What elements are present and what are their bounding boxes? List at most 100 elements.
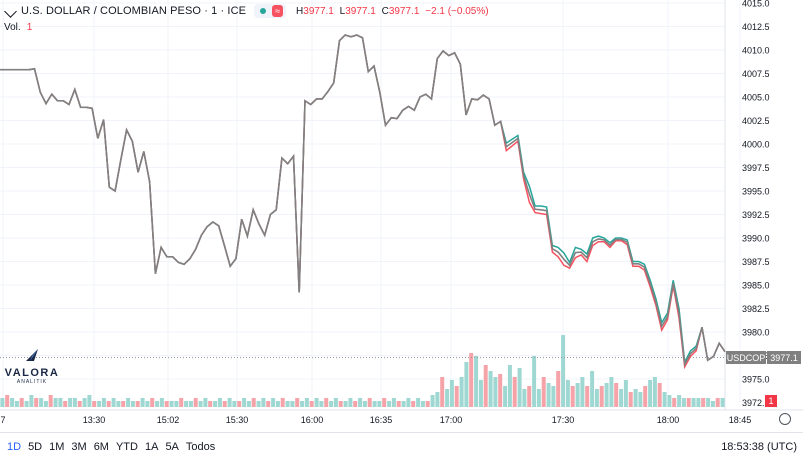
timeframe-6m[interactable]: 6M xyxy=(93,441,109,453)
volume-bars xyxy=(0,335,725,407)
timeframe-3m[interactable]: 3M xyxy=(71,441,87,453)
timeframe-ytd[interactable]: YTD xyxy=(115,441,138,453)
volume-bar xyxy=(362,401,367,407)
volume-bar xyxy=(715,398,720,407)
volume-bar xyxy=(483,365,488,407)
volume-bar xyxy=(169,401,174,407)
volume-bar xyxy=(478,380,483,407)
price-lines xyxy=(0,34,726,370)
timeframe-1d[interactable]: 1D xyxy=(7,441,22,453)
volume-bar xyxy=(343,401,348,407)
volume-bar xyxy=(261,398,266,407)
volume-bar xyxy=(232,401,237,407)
volume-bar xyxy=(159,398,164,407)
y-tick-label: 4000.0 xyxy=(742,140,770,150)
volume-bar xyxy=(594,389,599,407)
volume-bar xyxy=(150,398,155,407)
volume-bar xyxy=(614,383,619,407)
x-tick-label: 16:00 xyxy=(301,415,324,425)
volume-bar xyxy=(599,386,604,407)
volume-bar xyxy=(290,401,295,407)
x-tick-label: 13:30 xyxy=(83,415,106,425)
volume-bar xyxy=(10,398,15,407)
bottom-toolbar: 1D 5D 1M 3M 6M YTD 1A 5A Todos 18:53:38 (UTC) xyxy=(0,432,803,461)
volume-bar xyxy=(575,383,580,407)
volume-bar xyxy=(256,401,261,407)
volume-bar xyxy=(435,392,440,407)
volume-bar xyxy=(551,386,556,407)
volume-bar xyxy=(691,398,696,407)
volume-bar xyxy=(657,383,662,407)
timeframe-5d[interactable]: 5D xyxy=(28,441,43,453)
y-tick-label: 3997.5 xyxy=(742,163,770,173)
price-label-value: 3977.1 xyxy=(770,353,798,363)
volume-bar xyxy=(155,401,160,407)
volume-bar xyxy=(430,395,435,407)
volume-bar xyxy=(459,377,464,407)
timeframe-1m[interactable]: 1M xyxy=(49,441,65,453)
volume-bar xyxy=(309,401,314,407)
x-tick-label: 16:35 xyxy=(370,415,393,425)
y-tick-label: 3975.0 xyxy=(742,375,770,385)
volume-bar xyxy=(106,401,111,407)
volume-bar xyxy=(251,398,256,407)
volume-bar xyxy=(203,398,208,407)
y-tick-label: 3982.5 xyxy=(742,304,770,314)
volume-bar xyxy=(710,401,715,407)
volume-bar xyxy=(420,401,425,407)
volume-bar xyxy=(140,398,145,407)
volume-bar xyxy=(720,398,725,407)
volume-bar xyxy=(87,395,92,407)
volume-bar xyxy=(643,386,648,407)
volume-legend[interactable]: Vol. 1 xyxy=(4,22,33,33)
volume-bar xyxy=(280,398,285,407)
symbol-title[interactable]: U.S. DOLLAR / COLOMBIAN PESO · 1 · ICE xyxy=(21,5,247,17)
x-tick-label: 18:45 xyxy=(729,415,752,425)
valora-logo: VALORA ANALITIK xyxy=(4,348,60,385)
volume-bar xyxy=(623,380,628,407)
volume-bar xyxy=(58,398,63,407)
volume-bar xyxy=(217,398,222,407)
volume-bar xyxy=(72,398,77,407)
volume-bar xyxy=(416,398,421,407)
volume-bar xyxy=(604,383,609,407)
volume-bar xyxy=(184,401,189,407)
volume-bar xyxy=(19,398,24,407)
volume-bar xyxy=(53,398,58,407)
volume-bar xyxy=(372,401,377,407)
y-tick-label: 4015.0 xyxy=(742,0,770,9)
volume-bar xyxy=(116,401,121,407)
x-tick-label: 15:30 xyxy=(226,415,249,425)
y-tick-label: 4005.0 xyxy=(742,93,770,103)
volume-bar xyxy=(174,401,179,407)
y-tick-label: 3985.0 xyxy=(742,281,770,291)
timeframe-todos[interactable]: Todos xyxy=(185,441,216,453)
x-tick-label: 15:02 xyxy=(157,415,180,425)
svg-text:1: 1 xyxy=(768,396,773,406)
volume-bar xyxy=(198,401,203,407)
y-tick-label: 3987.5 xyxy=(742,257,770,267)
volume-bar xyxy=(469,353,474,407)
volume-bar xyxy=(638,392,643,407)
volume-bar xyxy=(681,398,686,407)
timeframe-5a[interactable]: 5A xyxy=(165,441,179,453)
volume-bar xyxy=(97,401,102,407)
volume-bar xyxy=(39,398,44,407)
settings-icon[interactable] xyxy=(779,413,791,425)
volume-bar xyxy=(686,398,691,407)
clock[interactable]: 18:53:38 (UTC) xyxy=(721,441,797,453)
volume-bar xyxy=(677,395,682,407)
volume-bar xyxy=(275,401,280,407)
volume-bar xyxy=(348,398,353,407)
timeframe-selector: 1D 5D 1M 3M 6M YTD 1A 5A Todos xyxy=(0,441,215,453)
price-chart[interactable]: 4015.0 4012.5 4010.0 4007.5 4005.0 4002.5 4000… xyxy=(0,0,803,432)
timeframe-1a[interactable]: 1A xyxy=(144,441,159,453)
market-open-icon xyxy=(260,8,267,14)
volume-bar xyxy=(498,374,503,407)
x-tick-label: 17:00 xyxy=(440,415,463,425)
y-tick-label: 3972.5 xyxy=(742,398,770,408)
volume-bar xyxy=(503,386,508,407)
market-status-pill[interactable]: ≈ xyxy=(254,4,287,18)
chevron-down-icon[interactable] xyxy=(4,4,17,18)
y-tick-label: 3990.0 xyxy=(742,234,770,244)
